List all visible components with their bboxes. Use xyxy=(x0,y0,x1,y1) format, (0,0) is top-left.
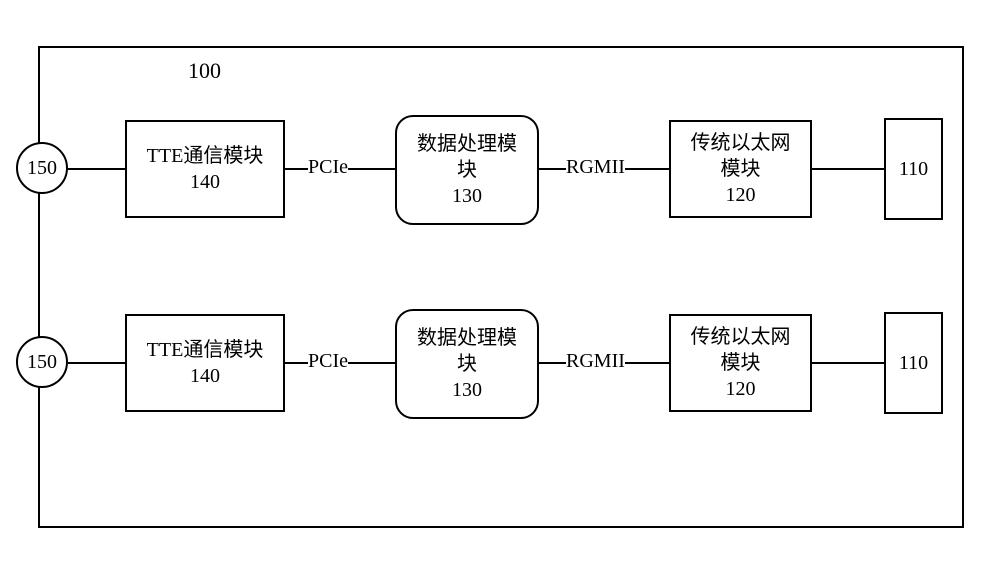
dp-title: 数据处理模 xyxy=(417,131,517,157)
circle-label: 150 xyxy=(27,157,57,180)
pcie-label: PCIe xyxy=(308,156,348,179)
dp-num: 130 xyxy=(452,183,482,209)
ethernet-module-box: 传统以太网 模块 120 xyxy=(669,120,812,218)
connector-line xyxy=(68,362,125,364)
tte-title: TTE通信模块 xyxy=(147,337,264,363)
end-box: 110 xyxy=(884,118,943,220)
data-processing-box: 数据处理模 块 130 xyxy=(395,309,539,419)
eth-num: 120 xyxy=(726,376,756,402)
eth-title2: 模块 xyxy=(721,156,761,182)
connector-line xyxy=(68,168,125,170)
tte-num: 140 xyxy=(190,169,220,195)
tte-num: 140 xyxy=(190,363,220,389)
connector-circle: 150 xyxy=(16,142,68,194)
circle-label: 150 xyxy=(27,351,57,374)
connector-line xyxy=(812,168,884,170)
end-num: 110 xyxy=(899,156,928,182)
dp-num: 130 xyxy=(452,377,482,403)
rgmii-label: RGMII xyxy=(566,350,625,373)
tte-title: TTE通信模块 xyxy=(147,143,264,169)
end-num: 110 xyxy=(899,350,928,376)
end-box: 110 xyxy=(884,312,943,414)
connector-line xyxy=(812,362,884,364)
dp-title2: 块 xyxy=(457,351,477,377)
eth-num: 120 xyxy=(726,182,756,208)
pcie-label: PCIe xyxy=(308,350,348,373)
eth-title: 传统以太网 xyxy=(691,324,791,350)
tte-module-box: TTE通信模块 140 xyxy=(125,120,285,218)
ethernet-module-box: 传统以太网 模块 120 xyxy=(669,314,812,412)
tte-module-box: TTE通信模块 140 xyxy=(125,314,285,412)
dp-title: 数据处理模 xyxy=(417,325,517,351)
system-label: 100 xyxy=(188,58,221,84)
rgmii-label: RGMII xyxy=(566,156,625,179)
dp-title2: 块 xyxy=(457,157,477,183)
eth-title2: 模块 xyxy=(721,350,761,376)
connector-circle: 150 xyxy=(16,336,68,388)
data-processing-box: 数据处理模 块 130 xyxy=(395,115,539,225)
eth-title: 传统以太网 xyxy=(691,130,791,156)
